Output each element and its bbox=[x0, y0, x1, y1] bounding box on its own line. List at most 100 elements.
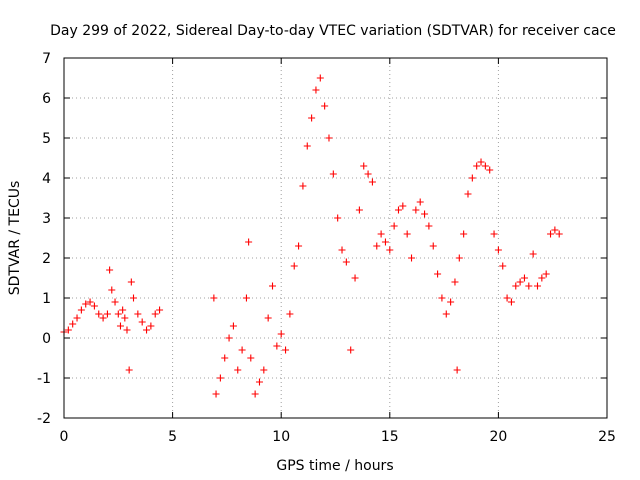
data-point bbox=[247, 354, 255, 362]
data-point bbox=[242, 294, 250, 302]
y-tick-label: 1 bbox=[42, 291, 51, 307]
data-point bbox=[303, 142, 311, 150]
data-point bbox=[468, 174, 476, 182]
data-point bbox=[547, 230, 555, 238]
y-tick-label: 2 bbox=[42, 251, 51, 267]
data-point bbox=[394, 206, 402, 214]
data-point bbox=[425, 222, 433, 230]
data-point bbox=[486, 166, 494, 174]
data-point bbox=[338, 246, 346, 254]
data-point bbox=[399, 202, 407, 210]
data-point bbox=[542, 270, 550, 278]
data-point bbox=[455, 254, 463, 262]
data-point bbox=[551, 226, 559, 234]
plot-frame bbox=[63, 57, 608, 419]
data-point bbox=[269, 282, 277, 290]
data-point bbox=[325, 134, 333, 142]
data-point bbox=[451, 278, 459, 286]
data-point bbox=[329, 170, 337, 178]
data-point bbox=[121, 314, 129, 322]
data-point bbox=[403, 230, 411, 238]
y-tick-label: 7 bbox=[42, 51, 51, 67]
data-point bbox=[299, 182, 307, 190]
data-point bbox=[381, 238, 389, 246]
data-point bbox=[103, 310, 111, 318]
data-point bbox=[464, 190, 472, 198]
data-point bbox=[229, 322, 237, 330]
data-point bbox=[99, 314, 107, 322]
y-tick-label: 6 bbox=[42, 91, 51, 107]
data-point bbox=[82, 300, 90, 308]
data-point bbox=[286, 310, 294, 318]
data-point bbox=[106, 266, 114, 274]
x-tick-label: 0 bbox=[60, 429, 69, 445]
data-point bbox=[95, 310, 103, 318]
data-point bbox=[390, 222, 398, 230]
data-point bbox=[373, 242, 381, 250]
y-tick-label: 5 bbox=[42, 131, 51, 147]
data-point bbox=[238, 346, 246, 354]
data-point bbox=[368, 178, 376, 186]
data-point bbox=[453, 366, 461, 374]
data-point bbox=[520, 274, 528, 282]
data-point bbox=[127, 278, 135, 286]
data-point bbox=[130, 294, 138, 302]
data-point bbox=[386, 246, 394, 254]
data-point bbox=[138, 318, 146, 326]
data-point bbox=[347, 346, 355, 354]
data-point bbox=[460, 230, 468, 238]
y-tick-label: 0 bbox=[42, 331, 51, 347]
data-point bbox=[282, 346, 290, 354]
data-point bbox=[77, 306, 85, 314]
data-point bbox=[334, 214, 342, 222]
data-point bbox=[412, 206, 420, 214]
points-layer bbox=[60, 74, 563, 398]
x-tick-label: 15 bbox=[381, 429, 399, 445]
data-point bbox=[442, 310, 450, 318]
x-tick-label: 5 bbox=[168, 429, 177, 445]
data-point bbox=[156, 306, 164, 314]
x-tick-label: 25 bbox=[598, 429, 616, 445]
data-point bbox=[308, 114, 316, 122]
data-point bbox=[119, 306, 127, 314]
data-point bbox=[503, 294, 511, 302]
data-point bbox=[507, 298, 515, 306]
data-point bbox=[525, 282, 533, 290]
data-point bbox=[245, 238, 253, 246]
data-point bbox=[355, 206, 363, 214]
data-point bbox=[125, 366, 133, 374]
data-point bbox=[221, 354, 229, 362]
y-tick-label: -1 bbox=[37, 371, 51, 387]
data-point bbox=[490, 230, 498, 238]
data-point bbox=[408, 254, 416, 262]
data-point bbox=[277, 330, 285, 338]
data-point bbox=[151, 310, 159, 318]
data-point bbox=[216, 374, 224, 382]
y-axis-label: SDTVAR / TECUs bbox=[7, 181, 23, 296]
data-point bbox=[108, 286, 116, 294]
data-point bbox=[538, 274, 546, 282]
data-point bbox=[290, 262, 298, 270]
data-point bbox=[114, 310, 122, 318]
data-point bbox=[234, 366, 242, 374]
data-point bbox=[116, 322, 124, 330]
y-tick-label: -2 bbox=[37, 411, 51, 427]
data-point bbox=[64, 326, 72, 334]
data-point bbox=[69, 320, 77, 328]
data-point bbox=[264, 314, 272, 322]
data-point bbox=[251, 390, 259, 398]
x-tick-label: 20 bbox=[489, 429, 507, 445]
data-point bbox=[90, 302, 98, 310]
data-point bbox=[86, 298, 94, 306]
data-point bbox=[529, 250, 537, 258]
data-point bbox=[377, 230, 385, 238]
data-point bbox=[321, 102, 329, 110]
data-point bbox=[147, 322, 155, 330]
data-point bbox=[111, 298, 119, 306]
data-point bbox=[438, 294, 446, 302]
data-point bbox=[477, 158, 485, 166]
y-tick-label: 3 bbox=[42, 211, 51, 227]
data-point bbox=[225, 334, 233, 342]
